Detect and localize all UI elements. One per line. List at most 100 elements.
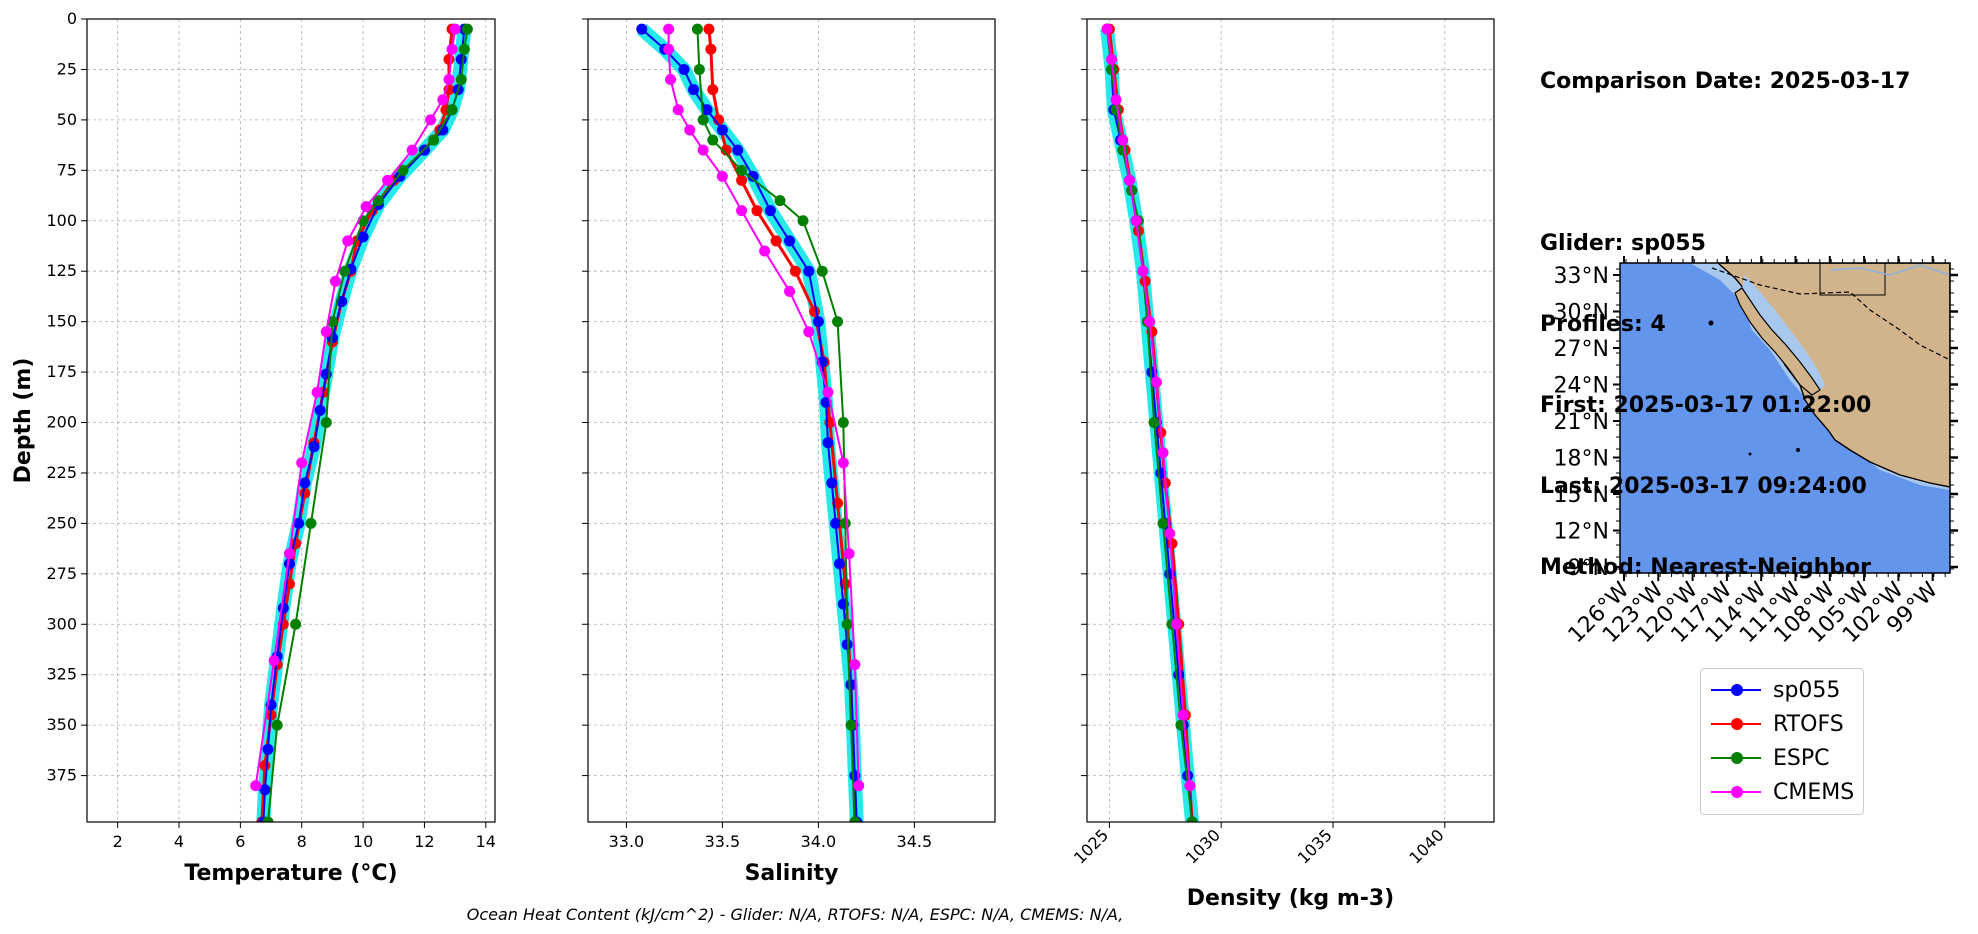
data-point-rtofs xyxy=(751,205,763,217)
data-point-cmems xyxy=(1106,53,1118,65)
x-axis-label: Temperature (°C) xyxy=(184,861,397,886)
data-point-rtofs xyxy=(736,174,748,186)
data-point-cmems xyxy=(446,43,458,55)
lat-tick-label: 27°N xyxy=(1554,337,1609,362)
data-point-espc xyxy=(1117,144,1129,156)
data-point-cmems xyxy=(1130,215,1142,227)
data-point-espc xyxy=(461,23,473,35)
data-point-sp055 xyxy=(701,104,713,116)
lat-tick-label: 30°N xyxy=(1554,301,1609,326)
data-point-espc xyxy=(271,719,283,731)
data-point-sp055 xyxy=(1173,669,1185,681)
data-point-espc xyxy=(1148,417,1160,429)
legend-marker xyxy=(1731,684,1743,696)
series-line-cmems xyxy=(667,29,860,786)
data-point-cmems xyxy=(360,201,372,213)
legend-item-espc: ESPC xyxy=(1701,743,1861,773)
data-point-espc xyxy=(837,417,849,429)
x-axis-label: Salinity xyxy=(745,861,839,886)
data-point-rtofs xyxy=(705,43,717,55)
data-point-cmems xyxy=(1170,618,1182,630)
data-point-sp055 xyxy=(437,124,449,136)
data-point-rtofs xyxy=(770,235,782,247)
data-point-sp055 xyxy=(812,316,824,328)
x-tick-label: 8 xyxy=(297,832,307,851)
x-axis-label: Density (kg m-3) xyxy=(1187,886,1395,911)
y-tick-label: 100 xyxy=(46,211,77,230)
y-tick-label: 375 xyxy=(46,766,77,785)
data-point-cmems xyxy=(663,43,675,55)
data-point-cmems xyxy=(853,780,865,792)
lat-tick-label: 9°N xyxy=(1568,556,1609,581)
legend-label: sp055 xyxy=(1773,678,1841,703)
data-point-espc xyxy=(1186,816,1198,822)
y-tick-label: 25 xyxy=(57,59,77,78)
data-point-cmems xyxy=(296,457,308,469)
y-axis-label: Depth (m) xyxy=(11,358,36,484)
data-point-cmems xyxy=(449,23,461,35)
data-point-sp055 xyxy=(688,84,700,96)
data-point-rtofs xyxy=(720,144,732,156)
data-point-cmems xyxy=(342,235,354,247)
lat-tick-label: 24°N xyxy=(1554,374,1609,399)
data-point-rtofs xyxy=(809,306,821,318)
data-point-rtofs xyxy=(1166,538,1178,550)
y-tick-label: 0 xyxy=(67,9,77,28)
y-tick-label: 275 xyxy=(46,564,77,583)
data-point-espc xyxy=(693,63,705,75)
legend-item-sp055: sp055 xyxy=(1701,675,1861,705)
data-point-sp055 xyxy=(784,235,796,247)
legend: sp055 RTOFS ESPC CMEMS xyxy=(1700,668,1864,815)
data-point-sp055 xyxy=(357,231,369,243)
data-point-sp055 xyxy=(259,784,271,796)
lat-tick-label: 33°N xyxy=(1554,264,1609,289)
x-tick-label: 33.5 xyxy=(705,832,741,851)
data-point-rtofs xyxy=(789,265,801,277)
glider-name: Glider: sp055 xyxy=(1540,231,1706,256)
lat-tick-label: 15°N xyxy=(1554,483,1609,508)
data-point-sp055 xyxy=(293,517,305,529)
legend-item-rtofs: RTOFS xyxy=(1701,709,1861,739)
data-point-cmems xyxy=(425,114,437,126)
data-point-sp055 xyxy=(455,53,467,65)
y-tick-label: 350 xyxy=(46,715,77,734)
profile-count: Profiles: 4 xyxy=(1540,312,1666,337)
legend-label: RTOFS xyxy=(1773,712,1844,737)
method: Method: Nearest-Neighbor xyxy=(1540,555,1871,580)
data-point-espc xyxy=(841,618,853,630)
x-tick-label: 33.0 xyxy=(609,832,645,851)
data-point-cmems xyxy=(1184,780,1196,792)
data-point-cmems xyxy=(837,457,849,469)
comparison-info: Comparison Date: 2025-03-17 Glider: sp05… xyxy=(1540,14,1910,608)
data-point-rtofs xyxy=(259,760,271,772)
glider-profile-spread xyxy=(637,23,864,822)
lat-tick-label: 12°N xyxy=(1554,520,1609,545)
y-tick-label: 175 xyxy=(46,362,77,381)
y-tick-label: 300 xyxy=(46,614,77,633)
data-point-cmems xyxy=(1150,376,1162,388)
data-point-cmems xyxy=(437,94,449,106)
x-tick-label: 34.5 xyxy=(897,832,933,851)
data-point-espc xyxy=(736,164,748,176)
data-point-cmems xyxy=(736,205,748,217)
x-tick-label: 34.0 xyxy=(801,832,837,851)
ocean-heat-content-footer: Ocean Heat Content (kJ/cm^2) - Glider: N… xyxy=(466,905,1124,924)
data-point-rtofs xyxy=(707,84,719,96)
legend-label: ESPC xyxy=(1773,746,1830,771)
data-point-cmems xyxy=(1123,174,1135,186)
y-tick-label: 250 xyxy=(46,513,77,532)
y-tick-label: 325 xyxy=(46,665,77,684)
data-point-sp055 xyxy=(277,602,289,614)
temperature-panel: 0 25 50 75 100 125 150 175 200 225 250 275 300 325 350… xyxy=(11,9,496,886)
data-point-espc xyxy=(262,816,274,822)
island xyxy=(1796,448,1800,452)
data-point-cmems xyxy=(1101,23,1113,35)
data-point-cmems xyxy=(1137,265,1149,277)
data-point-cmems xyxy=(268,655,280,667)
data-point-cmems xyxy=(665,74,677,86)
salinity-panel: 33.0 33.5 34.0 34.5 Salinity xyxy=(582,18,996,886)
data-point-sp055 xyxy=(299,477,311,489)
data-point-cmems xyxy=(329,275,341,287)
legend-marker xyxy=(1731,786,1743,798)
